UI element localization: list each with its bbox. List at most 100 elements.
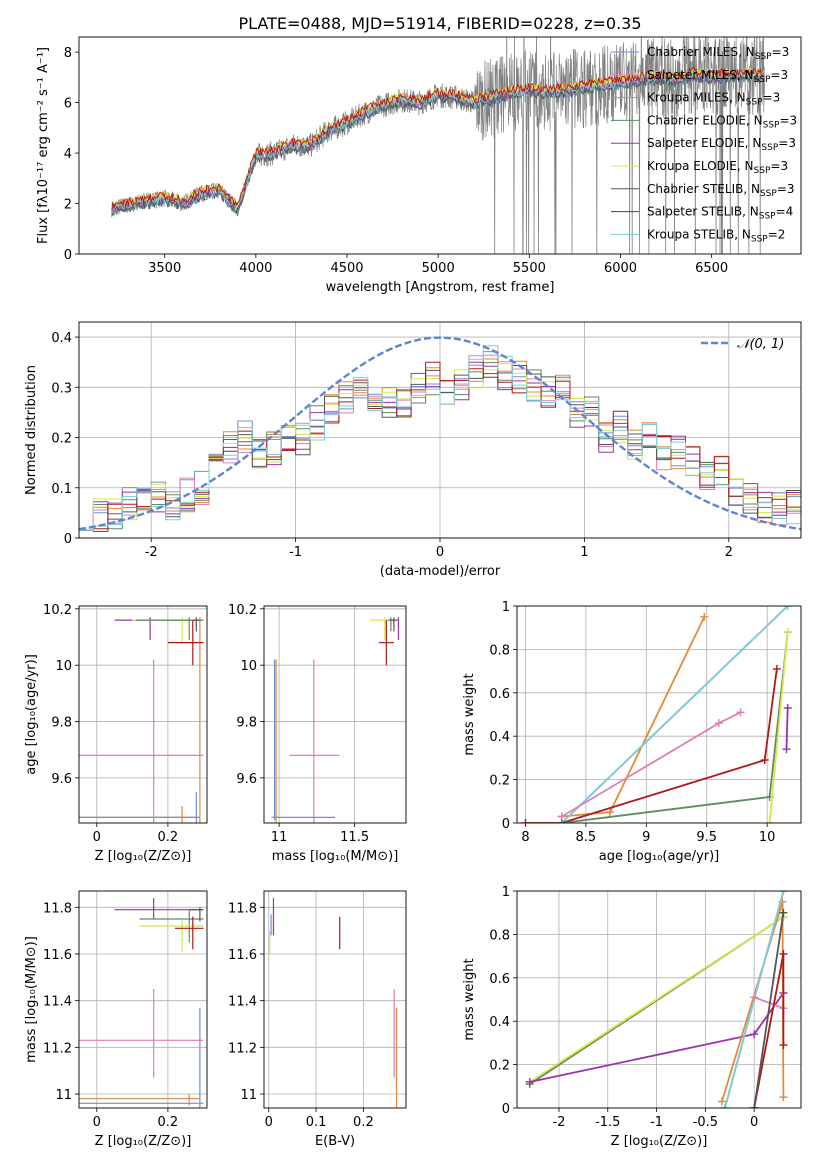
x-tick-label: 4000 [239, 261, 272, 276]
legend-subscript: SSP [746, 98, 763, 108]
series-marker-salpeter_stelib [779, 1041, 788, 1050]
legend-suffix: =3 [772, 45, 790, 59]
x-tick-label: 2 [725, 545, 733, 560]
legend-subscript: SSP [754, 75, 771, 85]
x-tick-label: -1 [289, 545, 302, 560]
panel-massweight_vs_z: -2 -1.5 -1 -0.5 0 0 0.2 0.4 0.6 0.8 1 Z [log₁₀(Z/Z⊙… [462, 885, 802, 1149]
x-axis-label: (data-model)/error [380, 564, 501, 579]
series-marker-kroupa_miles [606, 808, 615, 817]
y-tick-label: 0.2 [489, 774, 510, 789]
legend-label: Chabrier MILES, N [647, 45, 755, 59]
series-marker-kroupa_elodie [765, 819, 774, 823]
legend-suffix: =3 [763, 91, 781, 105]
legend-suffix: =3 [770, 159, 788, 173]
x-tick-label: 9 [642, 830, 650, 845]
x-tick-label: 5000 [422, 261, 455, 276]
x-tick-label: 4500 [330, 261, 363, 276]
legend-subscript: SSP [763, 120, 780, 130]
x-axis-label: E(B-V) [315, 1134, 355, 1149]
series-line-chabrier_stelib [753, 912, 785, 1108]
series-line-salpeter_elodie [785, 707, 789, 750]
series-marker-salpeter_stelib [779, 949, 788, 958]
x-axis-label: wavelength [Angstrom, rest frame] [326, 280, 555, 295]
axes-frame [516, 890, 802, 1109]
y-tick-label: 11 [240, 1088, 257, 1103]
y-tick-label: 9.6 [236, 772, 257, 787]
x-axis-label: Z [log₁₀(Z/Z⊙)] [95, 849, 192, 864]
series-marker-kroupa_stelib [779, 891, 788, 895]
legend-entry: Kroupa ELODIE, NSSP=3 [647, 159, 788, 176]
x-tick-label: 0.2 [353, 1115, 374, 1130]
series-marker-kroupa_stelib [783, 606, 792, 610]
y-tick-label: 10 [55, 659, 72, 674]
axes-frame [78, 605, 208, 824]
y-tick-label: 11.4 [43, 995, 72, 1010]
axes-frame [516, 605, 802, 824]
legend-suffix: =3 [777, 182, 795, 196]
y-tick-label: 9.8 [236, 716, 257, 731]
x-axis-label: Z [log₁₀(Z/Z⊙)] [95, 1134, 192, 1149]
y-tick-label: 0.3 [51, 381, 72, 396]
y-axis-label: Normed distribution [24, 365, 39, 495]
y-tick-label: 0.8 [489, 643, 510, 658]
x-axis-label: Z [log₁₀(Z/Z⊙)] [611, 1134, 708, 1149]
axes-frame [263, 605, 407, 824]
series-marker-salpeter_stelib [760, 756, 769, 765]
series-marker-chabrier_stelib [750, 1104, 759, 1108]
x-tick-label: 0.2 [158, 830, 179, 845]
y-tick-label: 11.8 [228, 901, 257, 916]
y-axis-label: mass [log₁₀(M/M⊙)] [24, 936, 39, 1063]
y-tick-label: 0.2 [51, 432, 72, 447]
x-tick-label: -1 [650, 1115, 663, 1130]
series-marker-salpeter_elodie [782, 745, 791, 754]
series-marker-salpeter_miles [714, 719, 723, 728]
x-tick-label: -2 [552, 1115, 565, 1130]
plot-area-spectrum [111, 37, 765, 254]
x-tick-label: 0 [265, 1115, 273, 1130]
series-marker-kroupa_stelib [720, 1104, 729, 1108]
x-axis-label: age [log₁₀(age/yr)] [599, 849, 720, 864]
y-tick-label: 0.2 [489, 1059, 510, 1074]
y-tick-label: 11.6 [43, 948, 72, 963]
legend-entry: Salpeter MILES, NSSP=3 [647, 68, 788, 85]
series-line-kroupa_stelib [561, 606, 789, 823]
series-marker-salpeter_miles [750, 993, 759, 1002]
y-tick-label: 11.2 [228, 1041, 257, 1056]
x-tick-label: 0 [750, 1115, 758, 1130]
series-marker-kroupa_miles [700, 612, 709, 621]
y-tick-label: 0 [64, 532, 72, 547]
legend-entry: Kroupa MILES, NSSP=3 [647, 91, 780, 108]
legend-label: Salpeter MILES, N [647, 68, 754, 82]
x-tick-label: 1 [580, 545, 588, 560]
y-tick-label: 1 [502, 600, 510, 615]
gaussian-curve [79, 336, 801, 531]
model-spectrum-salpeter_stelib [111, 66, 764, 211]
plot-area-age_vs_z [79, 606, 207, 823]
panels: 3500 4000 4500 5000 5500 6000 6500 0 2 4 6 8 wavelen… [24, 36, 802, 1149]
x-tick-label: -2 [145, 545, 158, 560]
series-marker-chabrier_elodie [557, 819, 566, 823]
legend-label: Kroupa ELODIE, N [647, 159, 754, 173]
legend-label: Kroupa MILES, N [647, 91, 746, 105]
y-tick-label: 11.4 [228, 995, 257, 1010]
axes-frame [78, 36, 802, 255]
series-marker-chabrier_stelib [779, 908, 788, 917]
legend-entry: Kroupa STELIB, NSSP=2 [647, 227, 785, 244]
x-tick-label: 6500 [695, 261, 728, 276]
y-tick-label: 11.6 [228, 948, 257, 963]
axes-frame [78, 890, 208, 1109]
plot-area-mass_vs_z [79, 891, 207, 1108]
series-marker-salpeter_stelib [772, 664, 781, 673]
x-tick-label: 9.5 [696, 830, 717, 845]
y-tick-label: 0 [502, 817, 510, 832]
axes-frame [263, 890, 407, 1109]
series-line-kroupa_elodie [529, 916, 784, 1083]
series-marker-salpeter_elodie [750, 1030, 759, 1039]
series-marker-salpeter_stelib [521, 819, 530, 823]
series-line-salpeter_miles [753, 996, 784, 1010]
series-marker-kroupa_miles [779, 1093, 788, 1102]
y-axis-label: age [log₁₀(age/yr)] [24, 654, 39, 775]
legend-label: Salpeter ELODIE, N [647, 136, 761, 150]
panel-mass_vs_z: 0 0.2 11 11.2 11.4 11.6 11.8 Z [log₁₀(Z/Z⊙)] mas… [24, 890, 208, 1149]
